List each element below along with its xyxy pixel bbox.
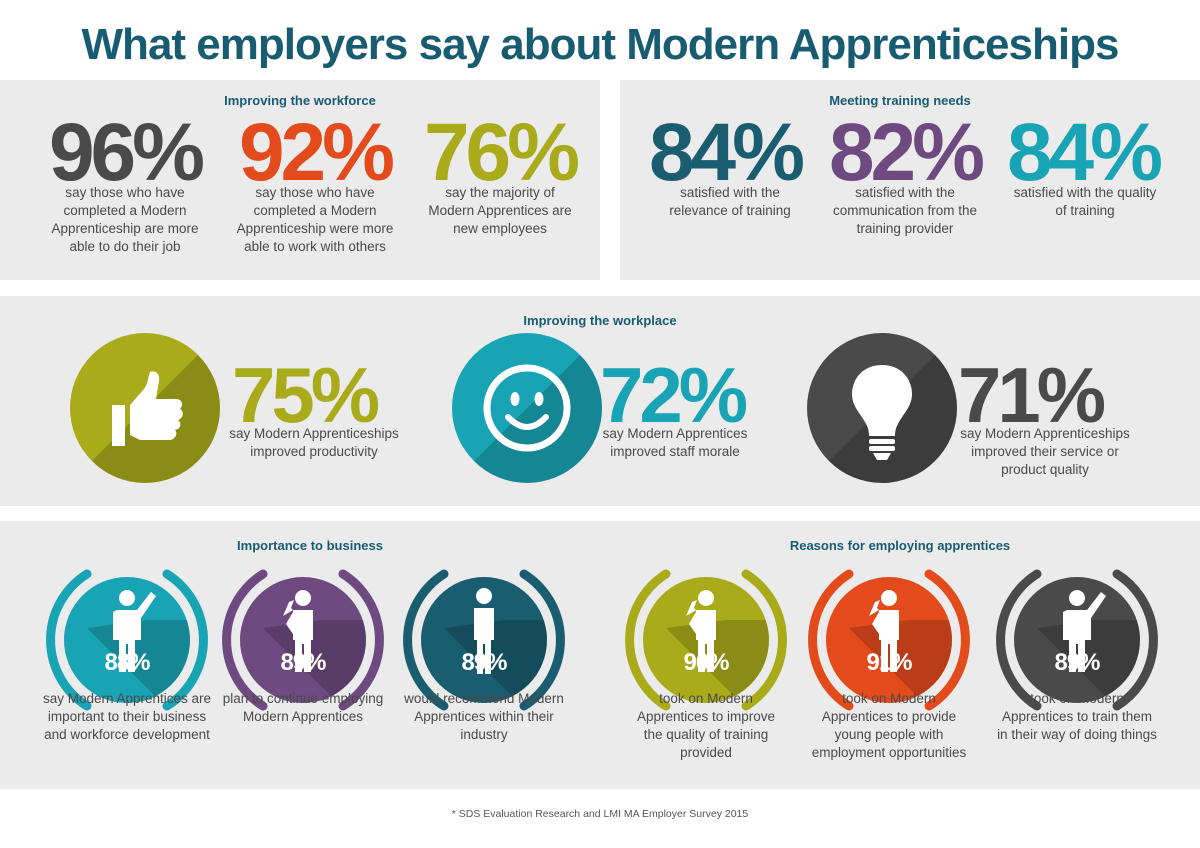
training-stat-value: 84% xyxy=(1006,107,1163,198)
business-ring-item: 88% xyxy=(42,555,212,725)
reasons-stat-value: 89% xyxy=(1054,649,1100,676)
business-stat-value: 89% xyxy=(280,649,326,676)
training-stat-text: satisfied with the relevance of training xyxy=(669,185,791,218)
quality-value: 71% xyxy=(958,351,1106,439)
training-stat-value: 82% xyxy=(828,107,985,198)
business-heading: Importance to business xyxy=(237,538,383,553)
training-stat-text: satisfied with the quality of training xyxy=(1013,185,1157,218)
reasons-stat-value: 90% xyxy=(683,649,729,676)
workforce-stat-text: say those who have completed a Modern Ap… xyxy=(236,185,394,254)
person-thinking-icon xyxy=(222,569,384,711)
light-bulb-icon xyxy=(852,365,912,460)
business-ring-item: 89% xyxy=(218,555,388,725)
training-heading: Meeting training needs xyxy=(829,93,971,108)
morale-value: 72% xyxy=(600,351,748,439)
training-stat-text: satisfied with the communication from th… xyxy=(832,185,978,236)
workforce-stat-text: say those who have completed a Modern Ap… xyxy=(51,185,199,254)
footnote: * SDS Evaluation Research and LMI MA Emp… xyxy=(451,808,749,820)
productivity-circle xyxy=(70,333,220,483)
reasons-stat-text: took on Modern Apprentices to provide yo… xyxy=(811,691,967,760)
workforce-stat-value: 76% xyxy=(423,107,580,198)
morale-text: say Modern Apprentices improved staff mo… xyxy=(602,426,748,459)
person-standing-icon xyxy=(403,569,565,711)
page-title: What employers say about Modern Apprenti… xyxy=(81,20,1120,69)
reasons-stat-text: took on Modern Apprentices to improve th… xyxy=(636,691,776,760)
reasons-stat-value: 91% xyxy=(866,649,912,676)
business-stat-text: plan to continue employing Modern Appren… xyxy=(222,691,384,724)
reasons-heading: Reasons for employing apprentices xyxy=(789,538,1011,553)
business-stat-value: 88% xyxy=(104,649,150,676)
quality-text: say Modern Apprenticeships improved thei… xyxy=(960,426,1130,477)
reasons-ring-item: 89% xyxy=(992,555,1162,725)
smiley-face-icon xyxy=(483,364,571,452)
business-ring-item: 89% xyxy=(399,555,569,725)
workforce-stat-value: 96% xyxy=(48,107,205,198)
person-thinking-icon xyxy=(808,569,970,711)
workforce-panel xyxy=(0,80,600,280)
workforce-heading: Improving the workforce xyxy=(224,93,376,108)
quality-circle xyxy=(807,333,957,483)
training-stat-value: 84% xyxy=(648,107,805,198)
business-stat-text: say Modern Apprentices are important to … xyxy=(42,691,212,742)
training-panel xyxy=(620,80,1200,280)
business-stat-value: 89% xyxy=(461,649,507,676)
workforce-stat-text: say the majority of Modern Apprentices a… xyxy=(428,185,572,236)
person-thinking-icon xyxy=(625,569,787,711)
person-waving-icon xyxy=(996,569,1158,711)
business-stat-text: would recommend Modern Apprentices withi… xyxy=(404,691,564,742)
workplace-heading: Improving the workplace xyxy=(523,313,677,328)
workforce-stat-value: 92% xyxy=(238,107,395,198)
productivity-value: 75% xyxy=(232,351,380,439)
productivity-text: say Modern Apprenticeships improved prod… xyxy=(229,426,399,459)
person-waving-icon xyxy=(46,569,208,711)
reasons-ring-item: 91% xyxy=(804,555,974,725)
reasons-stat-text: took on Modern Apprentices to train them… xyxy=(997,691,1157,742)
thumbs-up-icon xyxy=(112,371,183,446)
morale-circle xyxy=(452,333,602,483)
reasons-ring-item: 90% xyxy=(621,555,791,725)
